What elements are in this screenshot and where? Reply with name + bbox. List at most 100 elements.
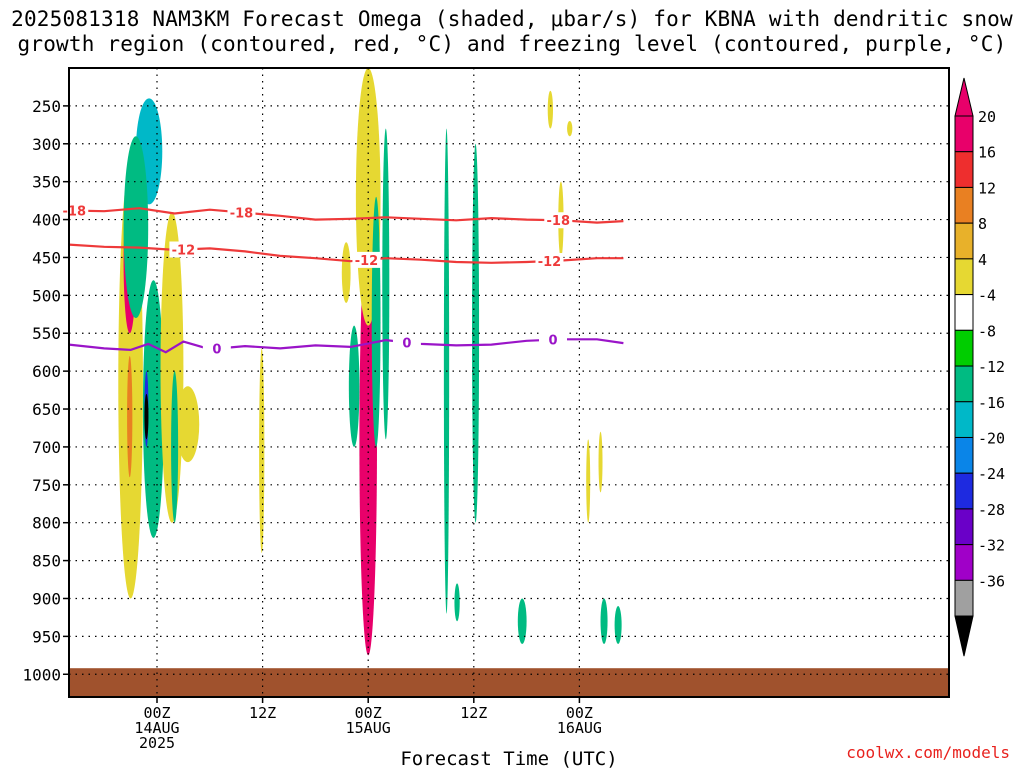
contour-label: -18 xyxy=(230,206,254,221)
omega-region xyxy=(171,371,179,523)
omega-region xyxy=(517,598,527,644)
omega-region xyxy=(454,583,460,622)
contour-label: 0 xyxy=(402,336,411,351)
contour-line xyxy=(68,338,624,354)
x-tick-label: 15AUG xyxy=(346,719,391,737)
contour-label: 0 xyxy=(548,334,557,349)
y-tick-label: 900 xyxy=(32,589,61,608)
omega-region xyxy=(586,439,591,523)
omega-region xyxy=(598,431,603,493)
omega-region xyxy=(382,128,390,440)
x-axis-title: Forecast Time (UTC) xyxy=(400,748,617,768)
colorbar-label: -12 xyxy=(978,358,1005,376)
omega-region xyxy=(176,386,200,463)
y-axis: 250 300 350 400 450 500 550 600 650 700 750 800 850 9… xyxy=(22,97,69,684)
plot-frame xyxy=(68,67,950,698)
colorbar-label: 4 xyxy=(978,251,987,269)
contour-label: 0 xyxy=(212,343,221,358)
colorbar-label: -28 xyxy=(978,501,1005,519)
x-tick-label: 00Z xyxy=(143,704,170,722)
colorbar-segment xyxy=(954,472,974,510)
y-tick-label: 750 xyxy=(32,476,61,495)
contour-label: -18 xyxy=(63,205,87,220)
omega-region xyxy=(547,90,553,129)
colorbar-label: 12 xyxy=(978,179,996,197)
contour-label: -12 xyxy=(172,244,196,259)
y-tick-label: 400 xyxy=(32,211,61,230)
contour-label-bg xyxy=(202,340,231,357)
contour-label-bg xyxy=(352,251,381,268)
colorbar-segment xyxy=(954,401,974,438)
x-tick-label: 12Z xyxy=(460,704,487,722)
colorbar-top-cap xyxy=(954,77,974,117)
colorbar-label: 16 xyxy=(978,144,996,162)
colorbar-label: 20 xyxy=(978,108,996,126)
y-tick-label: 500 xyxy=(32,286,61,305)
colorbar-label: -16 xyxy=(978,394,1005,412)
colorbar-label: -20 xyxy=(978,429,1005,447)
y-tick-label: 350 xyxy=(32,173,61,192)
omega-region xyxy=(259,348,265,554)
y-tick-label: 850 xyxy=(32,552,61,571)
colorbar-segment xyxy=(954,294,974,331)
x-tick-label: 2025 xyxy=(139,734,175,752)
plot-area xyxy=(69,68,949,697)
chart-title-line1: 2025081318 NAM3KM Forecast Omega (shaded… xyxy=(11,7,1013,31)
colorbar-label: -32 xyxy=(978,537,1005,555)
y-tick-label: 1000 xyxy=(22,665,61,684)
colorbar-segment xyxy=(954,258,974,296)
y-tick-label: 450 xyxy=(32,248,61,267)
omega-region xyxy=(127,355,133,478)
y-tick-label: 700 xyxy=(32,438,61,457)
contour-label-bg xyxy=(539,331,567,348)
source-credit: coolwx.com/models xyxy=(846,743,1010,762)
y-tick-label: 600 xyxy=(32,362,61,381)
x-tick-label: 12Z xyxy=(249,704,276,722)
contour-label: -18 xyxy=(547,214,571,229)
y-tick-label: 550 xyxy=(32,324,61,343)
x-tick-label: 14AUG xyxy=(134,719,179,737)
colorbar-segment xyxy=(954,186,974,224)
y-tick-label: 300 xyxy=(32,135,61,154)
contour-line xyxy=(68,207,624,224)
omega-region xyxy=(123,136,149,319)
omega-region xyxy=(600,598,608,644)
contour--12: -12 -12 -12 xyxy=(68,241,624,270)
contour-label-bg xyxy=(227,204,256,221)
contour-label-bg xyxy=(169,241,198,258)
y-tick-label: 950 xyxy=(32,627,61,646)
contour-label-bg xyxy=(544,212,573,229)
colorbar-segment xyxy=(954,508,974,546)
ground-below-surface xyxy=(69,668,949,697)
colorbar-label: -24 xyxy=(978,465,1005,483)
contour-label: -12 xyxy=(355,254,379,269)
colorbar-label: 8 xyxy=(978,215,987,233)
colorbar-label: -8 xyxy=(978,322,996,340)
contour-label-bg xyxy=(392,334,421,351)
colorbar-segment xyxy=(954,579,974,617)
chart-title-line2: growth region (contoured, red, °C) and f… xyxy=(17,32,1007,56)
colorbar-segment xyxy=(954,151,974,188)
omega-region xyxy=(614,606,622,644)
colorbar: 20 16 12 8 4 -4 -8 -12 -16 -20 -24 -28 -32 -36 xyxy=(954,77,1005,657)
contour-0: 0 0 0 xyxy=(68,331,624,358)
omega-region xyxy=(341,242,351,303)
contour-label-bg xyxy=(535,253,564,270)
colorbar-bottom-cap xyxy=(954,615,974,657)
x-tick-label: 16AUG xyxy=(557,719,602,737)
omega-region xyxy=(371,196,381,447)
y-tick-label: 650 xyxy=(32,400,61,419)
colorbar-segment xyxy=(954,365,974,403)
y-tick-label: 800 xyxy=(32,514,61,533)
omega-region xyxy=(348,325,360,447)
colorbar-segment xyxy=(954,436,974,474)
colorbar-segment xyxy=(954,222,974,260)
omega-region xyxy=(144,393,149,440)
colorbar-label: -4 xyxy=(978,287,996,305)
colorbar-segment xyxy=(954,329,974,367)
x-tick-label: 00Z xyxy=(566,704,593,722)
colorbar-segment xyxy=(954,544,974,581)
gridlines xyxy=(69,68,949,697)
omega-region xyxy=(567,121,573,137)
colorbar-label: -36 xyxy=(978,572,1005,590)
